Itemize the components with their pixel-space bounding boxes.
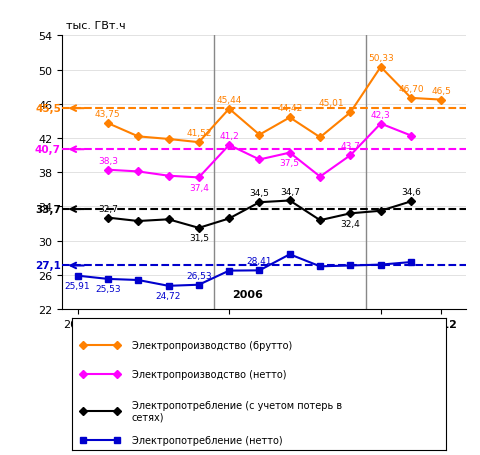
Text: 32,4: 32,4 xyxy=(340,219,360,228)
Text: 34,5: 34,5 xyxy=(250,189,269,198)
Text: 41,52: 41,52 xyxy=(186,129,212,138)
Text: 32,7: 32,7 xyxy=(98,204,118,213)
Text: 25,91: 25,91 xyxy=(65,282,90,290)
Text: 31,5: 31,5 xyxy=(189,234,209,243)
Text: 46,70: 46,70 xyxy=(398,85,424,94)
Text: 43,75: 43,75 xyxy=(95,110,120,119)
Text: 37,4: 37,4 xyxy=(189,183,209,192)
Text: 41,2: 41,2 xyxy=(219,131,239,141)
Text: Электропроизводство (брутто): Электропроизводство (брутто) xyxy=(132,340,292,350)
Text: Электропотребление (с учетом потерь в
сетях): Электропотребление (с учетом потерь в се… xyxy=(132,400,342,422)
Text: 46,5: 46,5 xyxy=(432,86,451,96)
Text: Электропроизводство (нетто): Электропроизводство (нетто) xyxy=(132,369,287,379)
Text: тыс. ГВт.ч: тыс. ГВт.ч xyxy=(66,21,126,31)
Text: 42,3: 42,3 xyxy=(371,111,391,119)
Text: 33,7: 33,7 xyxy=(35,205,61,215)
Text: 45,44: 45,44 xyxy=(216,96,242,105)
Text: 24,72: 24,72 xyxy=(156,292,181,301)
Text: 45,5: 45,5 xyxy=(35,104,61,114)
Text: 37,5: 37,5 xyxy=(280,159,300,168)
Text: 44,42: 44,42 xyxy=(277,104,302,113)
Text: 50,33: 50,33 xyxy=(368,54,394,63)
Text: 27,1: 27,1 xyxy=(35,261,61,271)
Text: 40,7: 40,7 xyxy=(35,145,61,155)
Text: 45,01: 45,01 xyxy=(318,99,344,108)
Text: 25,53: 25,53 xyxy=(95,285,120,294)
Text: 34,7: 34,7 xyxy=(280,187,300,196)
Text: 28,41: 28,41 xyxy=(247,257,272,266)
Text: 38,3: 38,3 xyxy=(98,157,118,166)
Text: Электропотребление (нетто): Электропотребление (нетто) xyxy=(132,435,283,445)
Text: 26,53: 26,53 xyxy=(186,271,212,280)
Text: 34,6: 34,6 xyxy=(401,188,421,197)
Text: 43,7: 43,7 xyxy=(340,142,360,151)
Text: 2006: 2006 xyxy=(232,289,263,299)
